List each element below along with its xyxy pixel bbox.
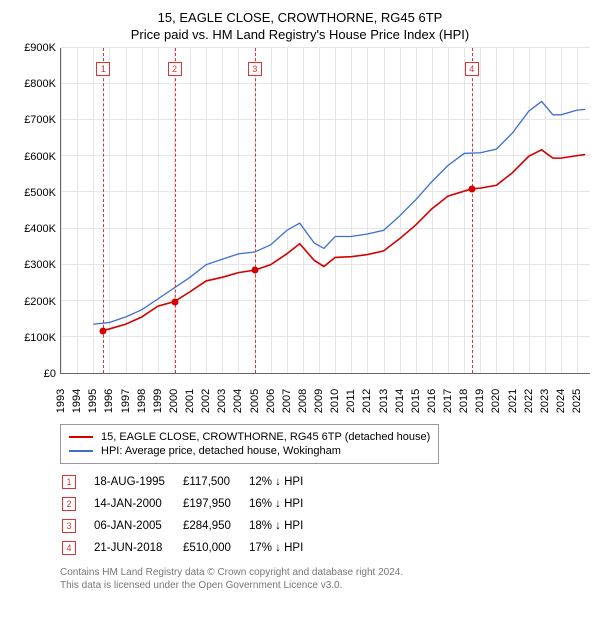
x-tick-label: 2025 [571, 389, 583, 413]
x-tick-label: 1999 [152, 389, 164, 413]
x-tick-label: 2012 [361, 389, 373, 413]
x-tick-label: 2009 [313, 389, 325, 413]
x-tick-label: 1996 [103, 389, 115, 413]
x-tick-label: 2020 [490, 389, 502, 413]
legend: 15, EAGLE CLOSE, CROWTHORNE, RG45 6TP (d… [60, 424, 439, 464]
marker-vline [255, 48, 256, 373]
line-series-svg [61, 48, 590, 373]
transaction-diff: 16% ↓ HPI [249, 494, 319, 514]
y-tick-label: £600K [24, 151, 56, 163]
transaction-badge: 1 [62, 475, 76, 489]
x-axis-labels: 1993199419951996199719981999200020012002… [61, 373, 590, 417]
table-row: 2 14-JAN-2000£197,95016% ↓ HPI [62, 494, 319, 514]
transaction-price: £510,000 [183, 538, 247, 558]
x-tick-label: 2019 [474, 389, 486, 413]
transaction-badge: 2 [62, 497, 76, 511]
y-tick-label: £200K [24, 296, 56, 308]
x-tick-label: 1998 [136, 389, 148, 413]
marker-dot [171, 298, 178, 305]
y-tick-label: £700K [24, 114, 56, 126]
x-tick-label: 2005 [249, 389, 261, 413]
y-tick-label: £0 [44, 368, 56, 380]
y-tick-label: £100K [24, 332, 56, 344]
transaction-date: 06-JAN-2005 [94, 516, 181, 536]
x-tick-label: 2002 [200, 389, 212, 413]
legend-swatch [69, 436, 93, 438]
x-tick-label: 2008 [297, 389, 309, 413]
transaction-price: £197,950 [183, 494, 247, 514]
marker-badge: 4 [465, 62, 479, 76]
x-tick-label: 2018 [458, 389, 470, 413]
transaction-date: 18-AUG-1995 [94, 472, 181, 492]
marker-badge: 1 [96, 62, 110, 76]
table-row: 4 21-JUN-2018£510,00017% ↓ HPI [62, 538, 319, 558]
transaction-price: £284,950 [183, 516, 247, 536]
transaction-date: 21-JUN-2018 [94, 538, 181, 558]
legend-label: HPI: Average price, detached house, Woki… [101, 445, 341, 457]
x-tick-label: 2006 [265, 389, 277, 413]
footer-line: Contains HM Land Registry data © Crown c… [60, 566, 590, 579]
x-tick-label: 2000 [168, 389, 180, 413]
transaction-diff: 12% ↓ HPI [249, 472, 319, 492]
y-tick-label: £300K [24, 259, 56, 271]
x-tick-label: 2016 [426, 389, 438, 413]
marker-badge: 3 [248, 62, 262, 76]
chart-subtitle: Price paid vs. HM Land Registry's House … [10, 27, 590, 42]
transaction-badge: 4 [62, 541, 76, 555]
y-axis-labels: £0 £100K £200K £300K £400K £500K £600K £700K £80… [10, 48, 60, 418]
transaction-badge: 3 [62, 519, 76, 533]
legend-item: HPI: Average price, detached house, Woki… [69, 445, 430, 457]
y-tick-label: £800K [24, 78, 56, 90]
marker-vline [175, 48, 176, 373]
x-tick-label: 1995 [87, 389, 99, 413]
legend-item: 15, EAGLE CLOSE, CROWTHORNE, RG45 6TP (d… [69, 431, 430, 443]
x-tick-label: 2011 [345, 389, 357, 413]
x-tick-label: 2015 [410, 389, 422, 413]
transaction-diff: 18% ↓ HPI [249, 516, 319, 536]
marker-badge: 2 [168, 62, 182, 76]
marker-vline [103, 48, 104, 373]
y-tick-label: £500K [24, 187, 56, 199]
transactions-table: 1 18-AUG-1995£117,50012% ↓ HPI 2 14-JAN-200… [60, 470, 321, 560]
legend-label: 15, EAGLE CLOSE, CROWTHORNE, RG45 6TP (d… [101, 431, 430, 443]
legend-swatch [69, 450, 93, 452]
x-tick-label: 2024 [555, 389, 567, 413]
x-tick-label: 2017 [442, 389, 454, 413]
marker-dot [468, 185, 475, 192]
marker-dot [251, 267, 258, 274]
marker-vline [472, 48, 473, 373]
x-tick-label: 1997 [120, 389, 132, 413]
x-tick-label: 2003 [216, 389, 228, 413]
x-tick-label: 2010 [329, 389, 341, 413]
transaction-date: 14-JAN-2000 [94, 494, 181, 514]
x-tick-label: 2022 [523, 389, 535, 413]
x-tick-label: 2013 [378, 389, 390, 413]
table-row: 3 06-JAN-2005£284,95018% ↓ HPI [62, 516, 319, 536]
table-row: 1 18-AUG-1995£117,50012% ↓ HPI [62, 472, 319, 492]
footer-line: This data is licensed under the Open Gov… [60, 579, 590, 592]
marker-dot [100, 327, 107, 334]
chart-container: 15, EAGLE CLOSE, CROWTHORNE, RG45 6TP Pr… [0, 0, 600, 596]
transaction-price: £117,500 [183, 472, 247, 492]
x-tick-label: 2007 [281, 389, 293, 413]
transaction-diff: 17% ↓ HPI [249, 538, 319, 558]
x-tick-label: 2014 [394, 389, 406, 413]
x-tick-label: 1993 [55, 389, 67, 413]
y-tick-label: £900K [24, 42, 56, 54]
x-tick-label: 2023 [539, 389, 551, 413]
plot-region: 1993199419951996199719981999200020012002… [60, 48, 590, 374]
x-tick-label: 2021 [507, 389, 519, 413]
plot-area: £0 £100K £200K £300K £400K £500K £600K £700K £80… [10, 48, 590, 418]
attribution-footer: Contains HM Land Registry data © Crown c… [60, 566, 590, 592]
x-tick-label: 2004 [232, 389, 244, 413]
chart-title: 15, EAGLE CLOSE, CROWTHORNE, RG45 6TP [10, 10, 590, 25]
x-tick-label: 1994 [71, 389, 83, 413]
x-tick-label: 2001 [184, 389, 196, 413]
y-tick-label: £400K [24, 223, 56, 235]
